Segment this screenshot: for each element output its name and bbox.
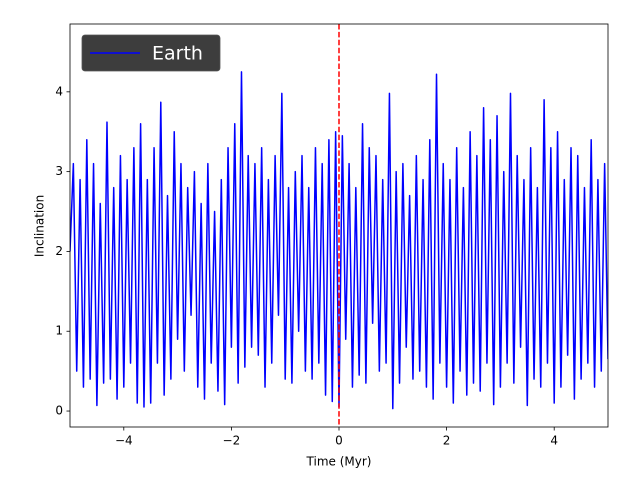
y-tick-label: 2 (55, 244, 63, 258)
x-tick-label: 2 (443, 434, 451, 448)
y-tick-label: 3 (55, 164, 63, 178)
legend-label: Earth (152, 43, 203, 65)
x-tick-label: 0 (335, 434, 343, 448)
y-axis-label: Inclination (33, 195, 47, 257)
x-tick-label: −2 (223, 434, 241, 448)
x-tick-label: 4 (550, 434, 558, 448)
y-tick-label: 4 (55, 84, 63, 98)
y-tick-label: 1 (55, 324, 63, 338)
y-tick-label: 0 (55, 404, 63, 418)
x-tick-label: −4 (115, 434, 133, 448)
legend-box (81, 34, 221, 72)
x-axis-label: Time (Myr) (306, 455, 372, 469)
